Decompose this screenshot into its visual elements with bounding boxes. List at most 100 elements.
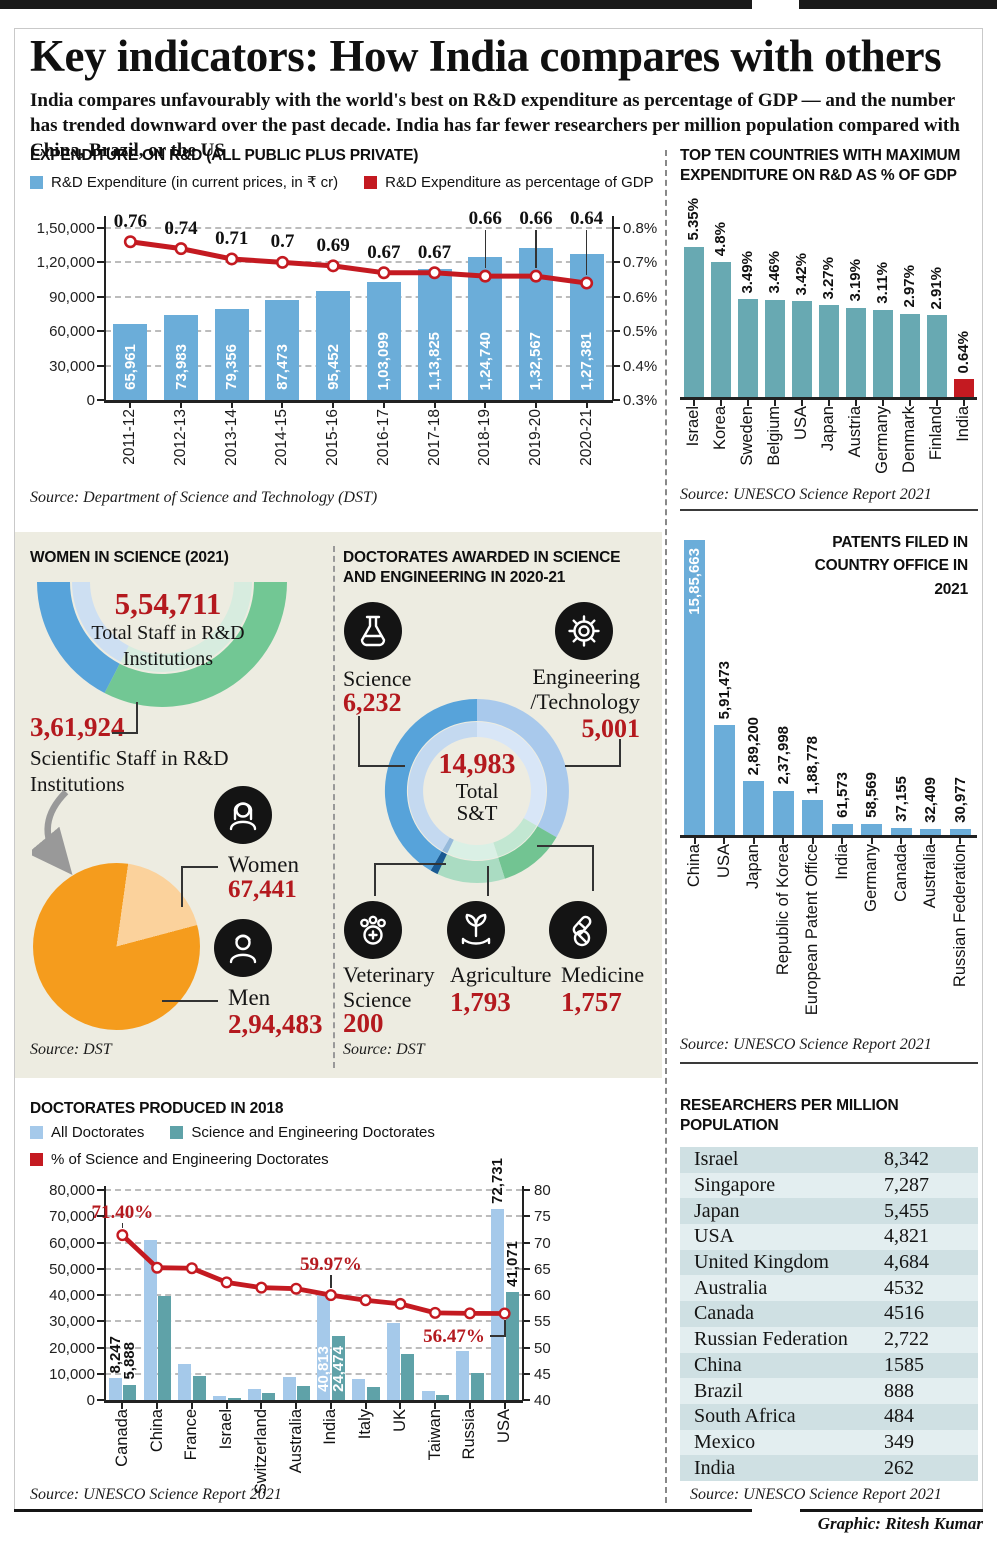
bar-Denmark — [899, 313, 920, 397]
connector — [565, 765, 621, 767]
source-women: Source: DST — [30, 1041, 112, 1058]
gear-icon — [555, 602, 613, 660]
researchers-table: Israel 8,342 Singapore 7,287 Japan 5,455 USA 4,… — [680, 1147, 978, 1481]
line-value-label: 0.76 — [113, 210, 147, 232]
x-tick-label: Russian Federation — [950, 844, 969, 988]
pie-label-women: Women — [228, 852, 299, 877]
tick-mark — [97, 1346, 105, 1349]
y-left-tick: 0 — [86, 392, 95, 409]
tick-mark — [719, 399, 722, 406]
table-row: Singapore 7,287 — [680, 1172, 978, 1199]
x-tick-label: 2012-13 — [172, 409, 190, 466]
bar-value-label: 15,85,663 — [686, 548, 704, 615]
bar-value-label: 32,409 — [922, 777, 940, 823]
tick-mark — [752, 837, 755, 844]
x-tick-label: India — [832, 844, 851, 880]
donut-label-engineering: Engineering /Technology — [530, 664, 640, 715]
bar-value-label: 65,961 — [121, 344, 139, 390]
legend-d18-row1: All Doctorates Science and Engineering D… — [30, 1124, 461, 1141]
row-country: Israel — [694, 1148, 739, 1171]
bar-value-label: 87,473 — [273, 344, 291, 390]
tick-mark — [97, 1241, 105, 1244]
y-left-tick: 50,000 — [49, 1260, 95, 1278]
connector — [136, 702, 138, 734]
x-tick-label: 2013-14 — [222, 409, 240, 466]
tick-mark — [434, 1402, 437, 1409]
label-leader — [585, 230, 588, 276]
tick-mark — [97, 227, 105, 229]
legend-swatch-blue — [30, 175, 43, 189]
bar-se-Canada — [123, 1384, 137, 1400]
line-value-label: 0.64 — [570, 208, 604, 229]
bar-value-label: 61,573 — [833, 771, 851, 818]
half-donut-gauge — [37, 582, 287, 707]
y-right-tick: 0.5% — [623, 323, 658, 341]
bar-value-label: 58,569 — [863, 772, 881, 819]
bar-value-label: 2.97% — [901, 265, 918, 308]
y-left-tick: 30,000 — [49, 1313, 95, 1331]
bar-Russian Federation — [949, 829, 971, 835]
connector — [112, 732, 138, 734]
row-country: South Africa — [694, 1405, 796, 1428]
y-right-tick: 75 — [534, 1208, 551, 1226]
donut-center-label2: S&T — [456, 801, 498, 825]
row-value: 349 — [884, 1430, 914, 1453]
tick-mark — [97, 1399, 105, 1401]
source-patents: Source: UNESCO Science Report 2021 — [680, 1036, 932, 1053]
tick-mark — [295, 1402, 298, 1409]
top-rule-notch — [752, 0, 799, 13]
y-right-tick: 80 — [534, 1182, 551, 1199]
y-axis — [104, 216, 106, 400]
row-value: 8,342 — [884, 1148, 929, 1171]
y-axis-right — [522, 1186, 524, 1400]
gridline — [105, 295, 612, 298]
bar-value-label: 30,977 — [951, 777, 969, 824]
row-country: India — [694, 1456, 736, 1479]
tick-mark — [841, 837, 844, 844]
table-row: India 262 — [680, 1455, 978, 1481]
connector — [537, 845, 594, 847]
bar-Republic of Korea — [772, 790, 794, 835]
tick-mark — [97, 295, 105, 298]
y-right-tick: 0.8% — [623, 220, 658, 237]
woman-icon — [214, 786, 272, 844]
y-right-tick: 40 — [534, 1392, 551, 1409]
sprout-hand-icon — [447, 901, 505, 959]
tick-mark — [190, 1402, 193, 1409]
bar-value-label: 79,356 — [223, 344, 241, 390]
tick-mark — [612, 261, 620, 264]
table-row: United Kingdom 4,684 — [680, 1249, 978, 1276]
tick-mark — [399, 1402, 402, 1409]
tick-mark — [522, 1241, 530, 1244]
bar-value-label: 3.19% — [847, 259, 864, 302]
bar-2013-14 — [214, 309, 249, 400]
tick-mark — [225, 1402, 228, 1409]
gridline — [105, 1215, 522, 1218]
y-left-tick: 60,000 — [49, 323, 95, 341]
gridline — [105, 1241, 522, 1244]
row-value: 262 — [884, 1456, 914, 1479]
connector — [592, 845, 594, 891]
table-row: Russian Federation 2,722 — [680, 1326, 978, 1353]
tick-mark — [773, 399, 776, 406]
tick-mark — [97, 399, 105, 401]
donut-value-engineering: 5,001 — [581, 714, 641, 743]
bar-all-Taiwan — [421, 1391, 435, 1400]
y-right-tick: 50 — [534, 1339, 551, 1357]
donut-label-agriculture: Agriculture — [450, 962, 552, 987]
paw-cross-icon — [344, 901, 402, 959]
tick-mark — [585, 402, 588, 408]
tick-mark — [935, 399, 938, 406]
line-annotation: 71.40% — [91, 1202, 154, 1223]
x-tick-label: Israel — [684, 406, 702, 447]
row-value: 1585 — [884, 1353, 924, 1376]
x-tick-label: China — [685, 844, 704, 888]
gridline — [105, 364, 612, 367]
section-title-top-ten: TOP TEN COUNTRIES WITH MAXIMUM EXPENDITU… — [680, 147, 961, 184]
y-left-tick: 90,000 — [49, 288, 95, 306]
row-value: 4532 — [884, 1276, 924, 1299]
tick-mark — [800, 399, 803, 406]
bar-value-label: 3.27% — [820, 256, 837, 300]
bar-Belgium — [764, 299, 785, 397]
connector — [374, 863, 376, 896]
